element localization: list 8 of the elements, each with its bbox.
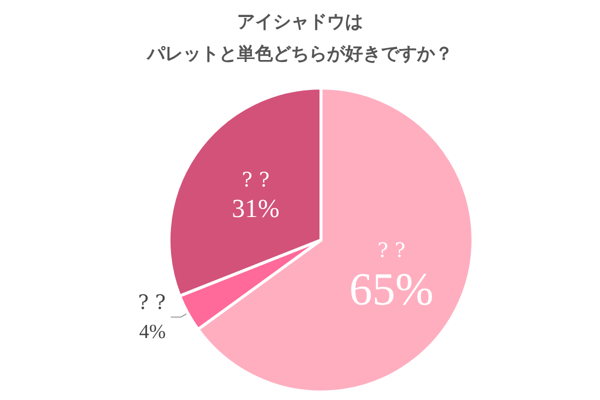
slice-label: ? ? <box>242 168 270 192</box>
chart-title: アイシャドウは <box>237 12 363 32</box>
data-label: 4% <box>139 321 166 344</box>
slice-label: ? ? <box>138 290 166 314</box>
slice-label: ? ? <box>377 238 406 262</box>
data-label: 65% <box>349 263 434 314</box>
data-label: 31% <box>232 194 280 224</box>
chart-subtitle: パレットと単色どちらが好きですか？ <box>146 44 453 64</box>
